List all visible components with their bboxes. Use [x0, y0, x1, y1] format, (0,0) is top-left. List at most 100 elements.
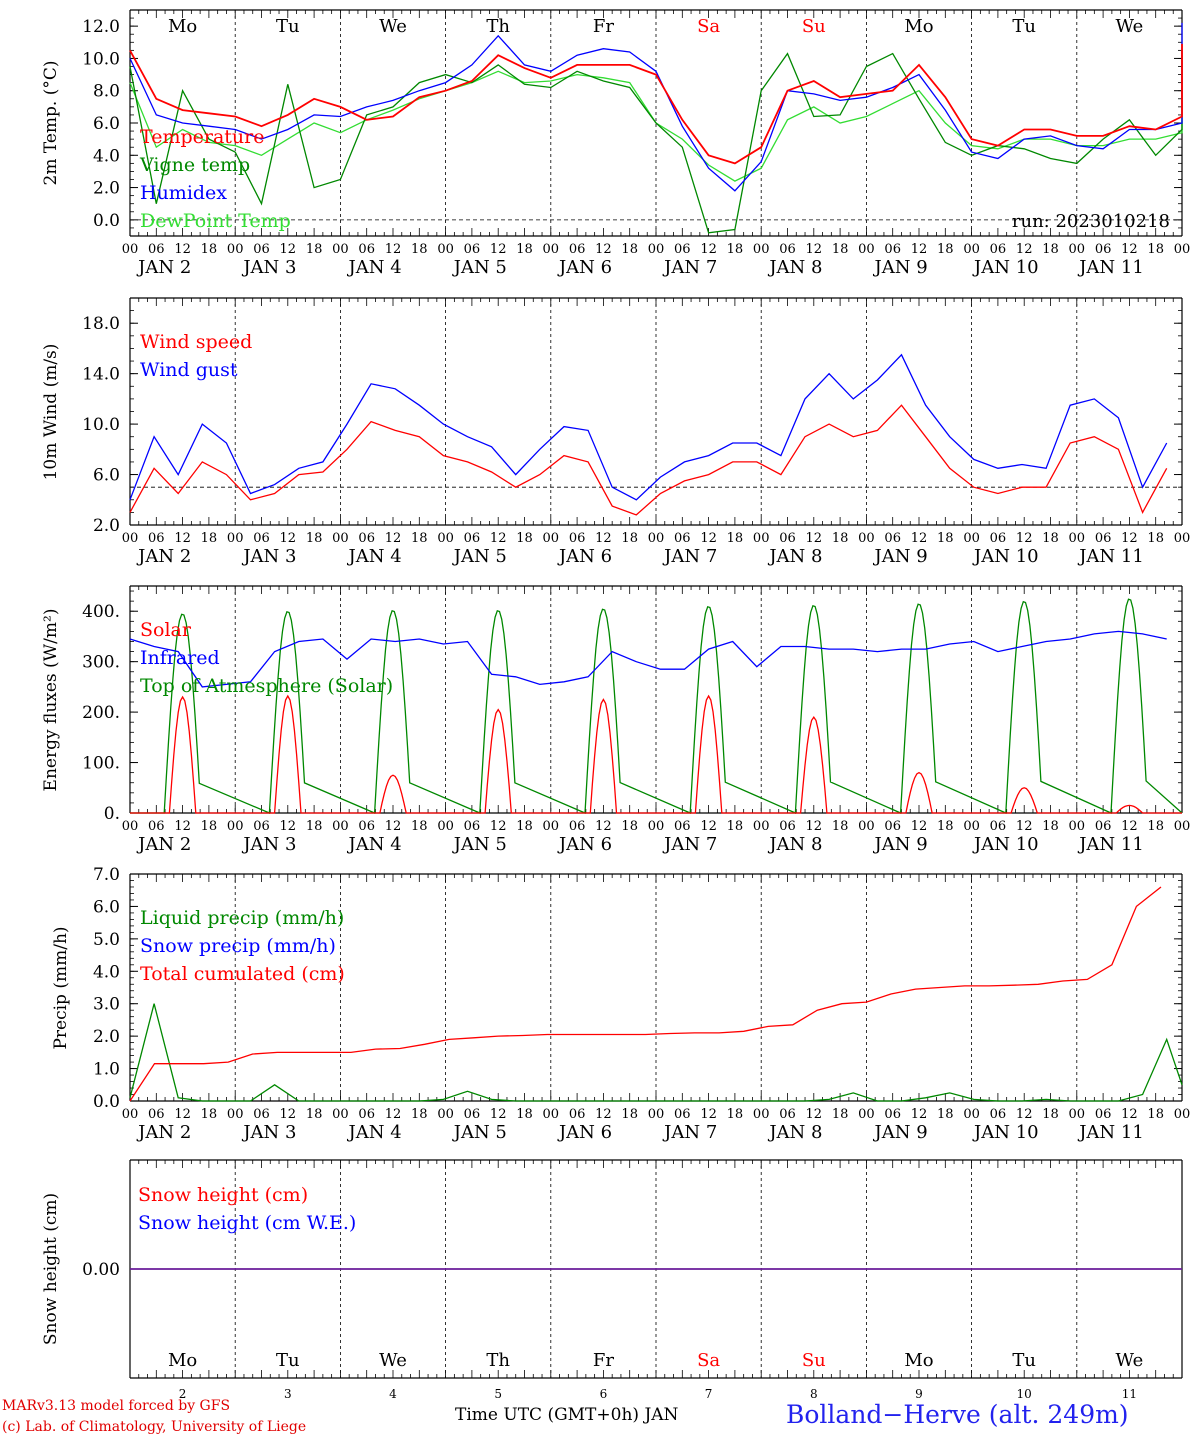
y-tick-label: 1.0	[93, 1060, 120, 1080]
weekday-label: Mo	[904, 16, 933, 37]
date-label: JAN 8	[767, 546, 822, 567]
hour-tick-label: 00	[1069, 819, 1086, 834]
weekday-label: Sa	[697, 16, 720, 37]
hour-tick-label: 06	[253, 1107, 270, 1122]
legend-vigne-temp: Vigne temp	[139, 154, 250, 176]
day-number-label: 7	[705, 1387, 713, 1401]
y-tick-label: 0.00	[82, 1260, 120, 1280]
hour-tick-label: 12	[385, 819, 402, 834]
date-label: JAN 11	[1077, 834, 1144, 855]
dewpoint-line	[129, 55, 1183, 182]
hour-tick-label: 18	[621, 531, 638, 546]
hour-tick-label: 00	[437, 1107, 454, 1122]
hour-tick-label: 06	[1095, 1107, 1112, 1122]
hour-tick-label: 18	[516, 819, 533, 834]
legend-solar: Solar	[140, 619, 192, 641]
legend-wind-gust: Wind gust	[140, 359, 238, 381]
hour-tick-label: 12	[490, 819, 507, 834]
hour-tick-label: 18	[411, 819, 428, 834]
station-name: Bolland−Herve (alt. 249m)	[786, 1400, 1129, 1429]
hour-tick-label: 06	[464, 819, 481, 834]
y-tick-label: 200.	[82, 703, 120, 723]
hour-tick-label: 06	[779, 531, 796, 546]
y-axis-label: Energy fluxes (W/m²)	[41, 609, 61, 792]
day-number-label: 6	[600, 1387, 608, 1401]
panel-2: 2.0 6.0 10.0 14.0 18.0 10m Wind (m/s) Wind spe…	[41, 297, 1190, 567]
y-tick-label: 7.0	[93, 865, 120, 885]
hour-tick-label: 00	[648, 242, 665, 257]
hour-tick-label: 00	[227, 242, 244, 257]
hour-tick-label: 06	[674, 531, 691, 546]
total-cumulated-line	[129, 886, 1162, 1102]
y-tick-label: 300.	[82, 653, 120, 673]
legend-snow-height-cm: Snow height (cm)	[138, 1184, 308, 1206]
date-label: JAN 11	[1077, 1122, 1144, 1143]
hour-tick-label: 12	[700, 1107, 717, 1122]
hour-tick-label: 12	[1016, 1107, 1033, 1122]
hour-tick-label: 00	[1069, 242, 1086, 257]
hour-tick-label: 18	[201, 1107, 218, 1122]
hour-tick-label: 00	[1174, 1107, 1191, 1122]
date-label: JAN 5	[452, 834, 507, 855]
hour-tick-label: 00	[543, 242, 560, 257]
hour-tick-label: 12	[385, 242, 402, 257]
hour-tick-label: 18	[1147, 1107, 1164, 1122]
y-tick-label: 10.0	[82, 49, 120, 69]
day-number-label: 10	[1017, 1387, 1032, 1401]
panel-3: 0. 100. 200. 300. 400. Energy fluxes (W/m²) So…	[41, 585, 1190, 855]
weekday-label: We	[1116, 1350, 1144, 1371]
y-tick-label: 5.0	[93, 930, 120, 950]
hour-tick-label: 06	[569, 531, 586, 546]
hour-tick-label: 12	[595, 242, 612, 257]
date-label: JAN 2	[136, 257, 191, 278]
weekday-label: We	[379, 16, 407, 37]
date-label: JAN 2	[136, 1122, 191, 1143]
hour-tick-label: 06	[148, 242, 165, 257]
hour-tick-label: 06	[148, 819, 165, 834]
hour-tick-label: 18	[1042, 242, 1059, 257]
date-label: JAN 8	[767, 257, 822, 278]
panel-1: 0.0 2.0 4.0 6.0 8.0 10.0 12.0 2m Temp. (°C) Mo Tu…	[41, 9, 1191, 278]
y-tick-label: 6.0	[93, 897, 120, 917]
hour-tick-label: 00	[122, 819, 139, 834]
hour-tick-label: 18	[621, 242, 638, 257]
date-label: JAN 10	[972, 834, 1039, 855]
hour-tick-label: 06	[148, 1107, 165, 1122]
hour-tick-label: 00	[858, 531, 875, 546]
hour-tick-label: 00	[648, 1107, 665, 1122]
date-label: JAN 10	[972, 1122, 1039, 1143]
hour-tick-label: 00	[332, 531, 349, 546]
wind-speed-line	[129, 404, 1168, 516]
hour-tick-label: 06	[884, 531, 901, 546]
hour-tick-label: 06	[1095, 531, 1112, 546]
hour-tick-label: 12	[490, 531, 507, 546]
hour-tick-label: 12	[280, 819, 297, 834]
hour-tick-label: 00	[858, 1107, 875, 1122]
legend-humidex: Humidex	[140, 182, 227, 204]
hour-tick-label: 18	[516, 1107, 533, 1122]
y-tick-label: 3.0	[93, 995, 120, 1015]
weekday-label: Th	[486, 1350, 510, 1371]
hour-tick-label: 00	[227, 819, 244, 834]
weekday-label: Fr	[593, 1350, 614, 1371]
legend-dewpoint-temp: DewPoint Temp	[140, 210, 291, 232]
day-number-label: 4	[389, 1387, 397, 1401]
hour-tick-label: 06	[990, 819, 1007, 834]
date-label: JAN 4	[347, 546, 402, 567]
hour-tick-label: 00	[963, 531, 980, 546]
date-label: JAN 2	[136, 546, 191, 567]
hour-tick-label: 12	[1016, 531, 1033, 546]
date-label: JAN 11	[1077, 257, 1144, 278]
hour-tick-label: 00	[648, 819, 665, 834]
date-label: JAN 4	[347, 1122, 402, 1143]
y-tick-label: 400.	[82, 602, 120, 622]
legend-temperature: Temperature	[140, 126, 264, 148]
hour-tick-label: 18	[1042, 531, 1059, 546]
hour-tick-label: 12	[911, 531, 928, 546]
hour-tick-label: 00	[1174, 242, 1191, 257]
hour-tick-label: 12	[700, 819, 717, 834]
day-number-label: 9	[915, 1387, 923, 1401]
hour-tick-label: 12	[911, 819, 928, 834]
weekday-label: Su	[802, 1350, 826, 1371]
hour-tick-label: 18	[621, 819, 638, 834]
